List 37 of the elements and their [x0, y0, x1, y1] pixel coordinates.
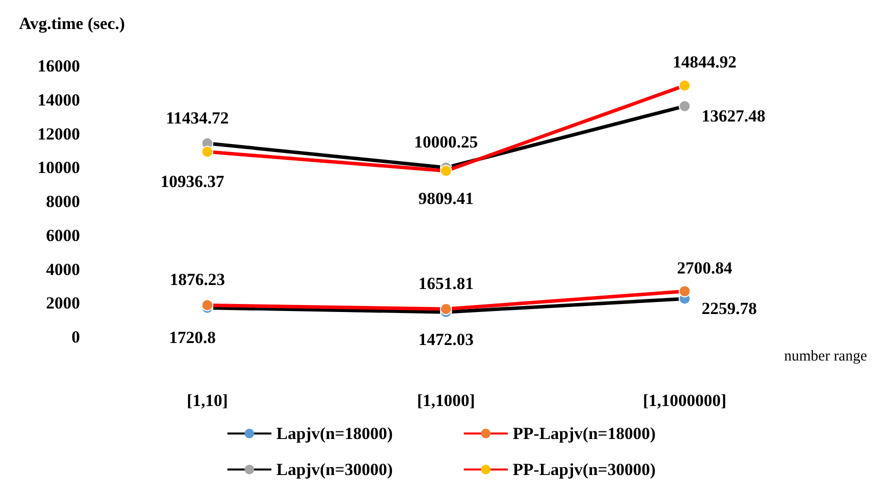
legend-label: PP-Lapjv(n=30000) — [512, 460, 656, 479]
y-axis-title: Avg.time (sec.) — [19, 14, 125, 33]
y-tick-label: 4000 — [46, 260, 80, 279]
y-tick-label: 0 — [72, 328, 80, 346]
y-tick-label: 14000 — [38, 90, 80, 110]
x-tick-label: [1,1000] — [416, 391, 476, 410]
data-label: 13627.48 — [702, 106, 766, 126]
x-axis-title: number range — [784, 348, 868, 364]
point — [201, 299, 214, 312]
data-label: 1651.81 — [418, 274, 474, 294]
legend-label: PP-Lapjv(n=18000) — [512, 424, 656, 443]
data-label: 9809.41 — [418, 188, 474, 208]
y-tick-label: 10000 — [38, 158, 80, 178]
x-tick-label: [1,1000000] — [642, 391, 726, 410]
data-label: 2259.78 — [702, 299, 757, 318]
y-tick-label: 2000 — [46, 294, 80, 313]
y-tick-label: 12000 — [38, 124, 80, 144]
data-label: 10000.25 — [414, 132, 478, 152]
data-label: 11434.72 — [166, 108, 229, 128]
data-label: 1876.23 — [170, 270, 225, 290]
data-label: 1472.03 — [418, 330, 474, 350]
point — [678, 80, 691, 92]
point — [440, 303, 452, 316]
point — [678, 285, 691, 298]
point — [201, 146, 214, 158]
data-label: 14844.92 — [672, 52, 737, 72]
legend-label: Lapjv(n=18000) — [276, 424, 393, 443]
legend-label: Lapjv(n=30000) — [276, 460, 393, 479]
point — [678, 100, 691, 112]
data-label: 1720.8 — [168, 328, 216, 347]
data-label: 10936.37 — [160, 172, 225, 191]
y-tick-label: 16000 — [38, 56, 80, 76]
x-tick-label: [1,10] — [186, 391, 228, 410]
y-tick-label: 8000 — [46, 192, 80, 211]
y-tick-label: 6000 — [46, 226, 80, 245]
point — [440, 164, 452, 177]
data-label: 2700.84 — [677, 258, 733, 278]
